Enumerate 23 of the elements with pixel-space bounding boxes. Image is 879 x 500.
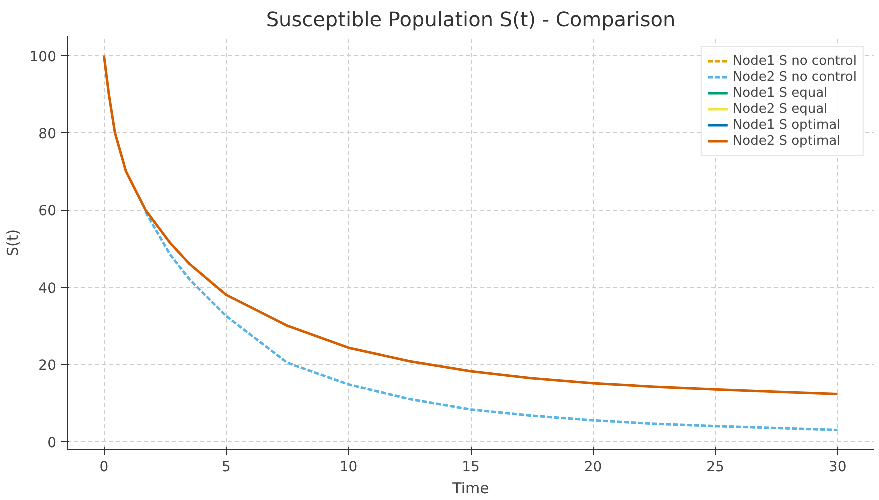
- x-tick-label: 20: [584, 460, 602, 476]
- legend-label: Node1 S no control: [732, 53, 857, 69]
- y-tick-label: 60: [38, 204, 57, 220]
- legend-label: Node2 S no control: [732, 69, 857, 85]
- x-axis-title: Time: [452, 480, 490, 498]
- x-tick-label: 15: [462, 460, 480, 476]
- legend-label: Node2 S optimal: [732, 133, 841, 149]
- x-tick-label: 25: [706, 460, 724, 476]
- legend-label: Node2 S equal: [732, 101, 828, 117]
- y-tick-label: 20: [38, 358, 57, 374]
- y-tick-label: 80: [38, 126, 57, 142]
- x-tick-label: 10: [340, 460, 358, 476]
- x-tick-label: 0: [100, 460, 109, 476]
- line-series: [144, 210, 840, 432]
- x-tick-label: 30: [828, 460, 847, 476]
- y-tick-label: 0: [48, 435, 57, 452]
- y-tick-label: 40: [38, 280, 57, 297]
- chart-title: Susceptible Population S(t) - Comparison: [266, 8, 676, 32]
- y-tick-label: 100: [30, 49, 57, 66]
- x-tick-label: 5: [222, 460, 231, 476]
- legend-label: Node1 S equal: [732, 85, 828, 101]
- legend-label: Node1 S optimal: [732, 117, 841, 133]
- y-axis-title: S(t): [4, 229, 22, 257]
